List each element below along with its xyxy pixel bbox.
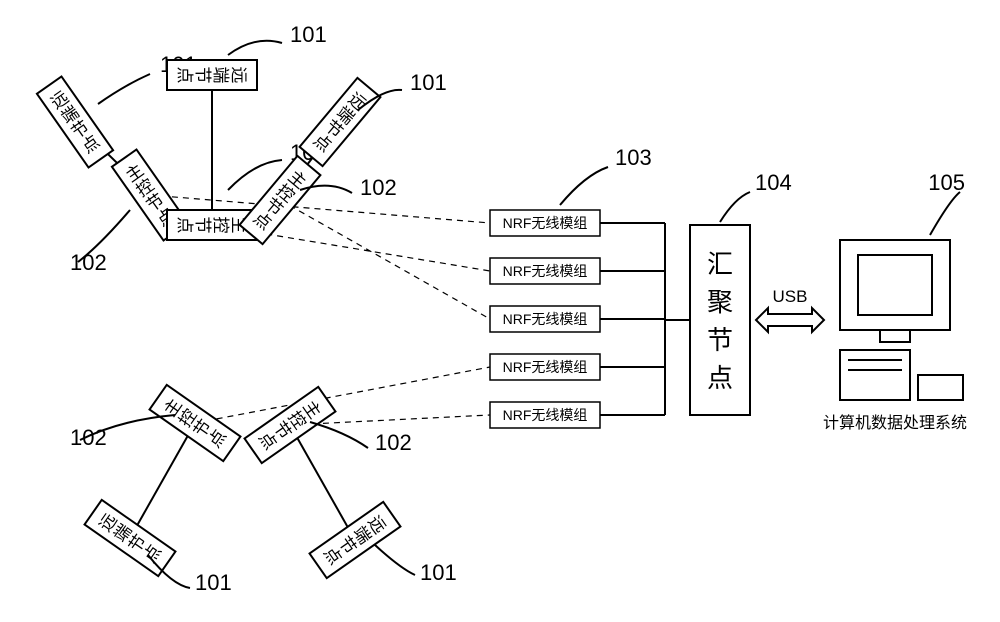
wireless-link [195,367,490,423]
ref-105: 105 [928,170,965,195]
nrf-module-label: NRF无线模组 [503,263,588,279]
lead-line [560,167,608,205]
usb-arrow [756,308,824,332]
lead-line [310,422,368,448]
master-node-label: 主控节点 [175,217,248,234]
lead-line [720,192,750,222]
ref-101: 101 [410,70,447,95]
ref-101: 101 [420,560,457,585]
lead-line [930,192,960,235]
ref-103: 103 [615,145,652,170]
nrf-module-label: NRF无线模组 [503,407,588,423]
lead-line [228,41,282,55]
pair-link [290,425,355,540]
computer-icon [840,240,963,400]
usb-label: USB [773,287,808,306]
computer-caption: 计算机数据处理系统 [823,413,967,432]
lead-line [98,74,150,104]
remote-node-label: 远端节点 [175,67,248,84]
ref-101: 101 [290,22,327,47]
pair-link [130,423,195,538]
nrf-module-label: NRF无线模组 [503,215,588,231]
nrf-module-label: NRF无线模组 [503,359,588,375]
ref-101: 101 [195,570,232,595]
ref-104: 104 [755,170,792,195]
nrf-module-label: NRF无线模组 [503,311,588,327]
lead-line [375,545,415,575]
ref-102: 102 [70,425,107,450]
ref-102: 102 [360,175,397,200]
ref-102: 102 [375,430,412,455]
wireless-link [280,200,490,319]
